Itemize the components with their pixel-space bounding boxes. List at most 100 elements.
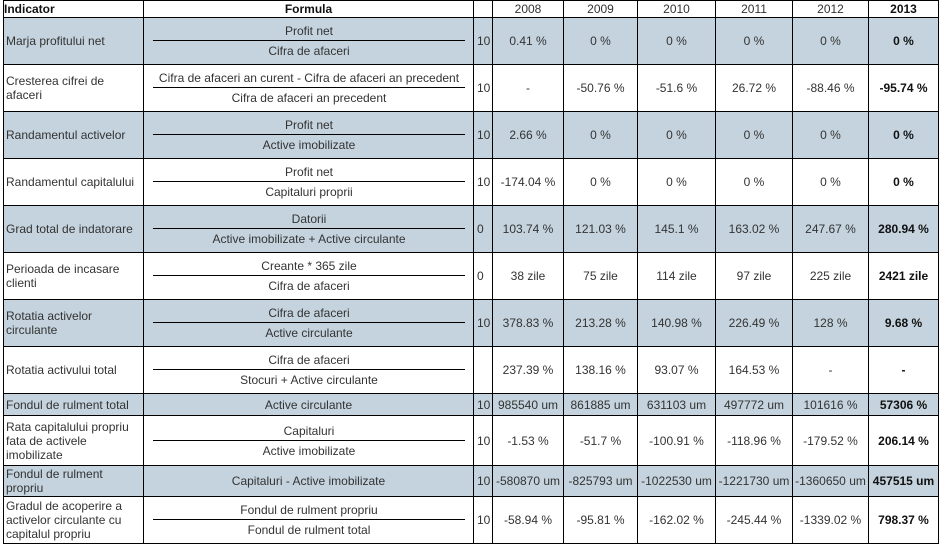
indicator-name: Marja profitului net — [3, 17, 144, 65]
formula-cell: Fondul de rulment propriu Fondul de rulme… — [143, 496, 474, 544]
value-2008: 0.41 % — [492, 17, 564, 65]
table-row-fondul-de-rulment-propriu: Fondul de rulment propriu Capitaluri - A… — [3, 465, 939, 497]
value-2013: -95.74 % — [868, 64, 939, 112]
value-2013: 0 % — [868, 111, 939, 159]
formula-denominator: Cifra de afaceri an precedent — [231, 91, 387, 105]
value-2011: 0 % — [715, 111, 793, 159]
value-2012: 0 % — [792, 17, 869, 65]
value-2010: 0 % — [637, 17, 716, 65]
value-2010: -162.02 % — [637, 496, 716, 544]
value-2012: -1360650 um — [792, 465, 869, 497]
formula-fraction: Profit net Capitaluri proprii — [153, 164, 465, 200]
value-2013: 57306 % — [868, 393, 939, 416]
formula-denominator: Capitaluri proprii — [265, 185, 353, 199]
formula-denominator: Active imobilizate + Active circulante — [212, 232, 406, 246]
table-row-rata-capitalului-propriu: Rata capitalului propriu fata de activel… — [3, 415, 939, 466]
value-2010: -51.6 % — [637, 64, 716, 112]
weight-cell: 10 — [473, 158, 493, 206]
header-indicator: Indicator — [3, 0, 144, 18]
weight-cell — [473, 346, 493, 394]
value-2013: 0 % — [868, 17, 939, 65]
value-2013: 798.37 % — [868, 496, 939, 544]
value-2011: 164.53 % — [715, 346, 793, 394]
indicator-name: Rotatia activelor circulante — [3, 299, 144, 347]
value-2012: -88.46 % — [792, 64, 869, 112]
indicator-name: Gradul de acoperire a activelor circulan… — [3, 496, 144, 544]
header-year-2013: 2013 — [868, 0, 939, 18]
table-row-grad-total-de-indatorare: Grad total de indatorare Datorii Active i… — [3, 205, 939, 253]
formula-cell: Cifra de afaceri an curent - Cifra de af… — [143, 64, 474, 112]
formula-cell: Datorii Active imobilizate + Active circu… — [143, 205, 474, 253]
value-2011: -245.44 % — [715, 496, 793, 544]
table-row-marja-profitului-net: Marja profitului net Profit net Cifra de … — [3, 17, 939, 65]
value-2012: 0 % — [792, 111, 869, 159]
weight-cell: 0 — [473, 252, 493, 300]
value-2008: 38 zile — [492, 252, 564, 300]
formula-fraction: Datorii Active imobilizate + Active circu… — [153, 211, 465, 247]
value-2010: 114 zile — [637, 252, 716, 300]
value-2009: 0 % — [563, 111, 638, 159]
weight-cell: 10 — [473, 465, 493, 497]
value-2012: -179.52 % — [792, 415, 869, 466]
weight-cell: 10 — [473, 496, 493, 544]
value-2009: -825793 um — [563, 465, 638, 497]
weight-cell: 10 — [473, 111, 493, 159]
value-2008: 985540 um — [492, 393, 564, 416]
formula-denominator: Stocuri + Active circulante — [240, 373, 378, 387]
table-row-randamentul-activelor: Randamentul activelor Profit net Active i… — [3, 111, 939, 159]
value-2010: 0 % — [637, 111, 716, 159]
value-2011: 26.72 % — [715, 64, 793, 112]
indicator-name: Randamentul capitalului — [3, 158, 144, 206]
value-2009: -50.76 % — [563, 64, 638, 112]
formula-denominator: Cifra de afaceri — [268, 279, 350, 293]
value-2010: 140.98 % — [637, 299, 716, 347]
formula-cell: Creante * 365 zile Cifra de afaceri — [143, 252, 474, 300]
value-2009: 121.03 % — [563, 205, 638, 253]
formula-cell: Profit net Active imobilizate — [143, 111, 474, 159]
value-2011: 0 % — [715, 17, 793, 65]
header-year-2009: 2009 — [563, 0, 638, 18]
formula-fraction: Creante * 365 zile Cifra de afaceri — [153, 258, 465, 294]
value-2012: 225 zile — [792, 252, 869, 300]
indicator-name: Fondul de rulment total — [3, 393, 144, 416]
value-2009: 0 % — [563, 17, 638, 65]
value-2011: -1221730 um — [715, 465, 793, 497]
formula-denominator: Fondul de rulment total — [247, 523, 371, 537]
indicator-name: Fondul de rulment propriu — [3, 465, 144, 497]
value-2009: 138.16 % — [563, 346, 638, 394]
header-year-2008: 2008 — [492, 0, 564, 18]
table-row-rotatia-activelor-circulante: Rotatia activelor circulante Cifra de af… — [3, 299, 939, 347]
table-row-randamentul-capitalului: Randamentul capitalului Profit net Capita… — [3, 158, 939, 206]
indicator-name: Cresterea cifrei de afaceri — [3, 64, 144, 112]
formula-denominator: Active imobilizate — [262, 443, 356, 458]
header-formula: Formula — [143, 0, 474, 18]
value-2012: 247.67 % — [792, 205, 869, 253]
value-2010: -100.91 % — [637, 415, 716, 466]
value-2011: 497772 um — [715, 393, 793, 416]
value-2008: 378.83 % — [492, 299, 564, 347]
formula-cell: Capitaluri - Active imobilizate — [143, 465, 474, 497]
value-2008: 237.39 % — [492, 346, 564, 394]
value-2010: 145.1 % — [637, 205, 716, 253]
value-2013: 280.94 % — [868, 205, 939, 253]
formula-cell: Cifra de afaceri Stocuri + Active circula… — [143, 346, 474, 394]
formula-numerator: Datorii — [153, 211, 465, 229]
indicator-name: Perioada de incasare clienti — [3, 252, 144, 300]
weight-cell: 10 — [473, 17, 493, 65]
value-2011: 0 % — [715, 158, 793, 206]
formula-fraction: Profit net Active imobilizate — [153, 117, 465, 153]
weight-cell: 0 — [473, 205, 493, 253]
value-2012: -1339.02 % — [792, 496, 869, 544]
value-2008: -1.53 % — [492, 415, 564, 466]
value-2008: -580870 um — [492, 465, 564, 497]
value-2008: - — [492, 64, 564, 112]
value-2010: 0 % — [637, 158, 716, 206]
value-2008: -58.94 % — [492, 496, 564, 544]
formula-numerator: Capitaluri — [153, 423, 465, 441]
table-row-rotatia-activului-total: Rotatia activului total Cifra de afaceri… — [3, 346, 939, 394]
formula-fraction: Capitaluri Active imobilizate — [153, 423, 465, 459]
formula-fraction: Cifra de afaceri Stocuri + Active circula… — [153, 352, 465, 388]
table-row-cresterea-cifrei-de-afaceri: Cresterea cifrei de afaceri Cifra de afa… — [3, 64, 939, 112]
value-2011: 97 zile — [715, 252, 793, 300]
value-2013: 2421 zile — [868, 252, 939, 300]
